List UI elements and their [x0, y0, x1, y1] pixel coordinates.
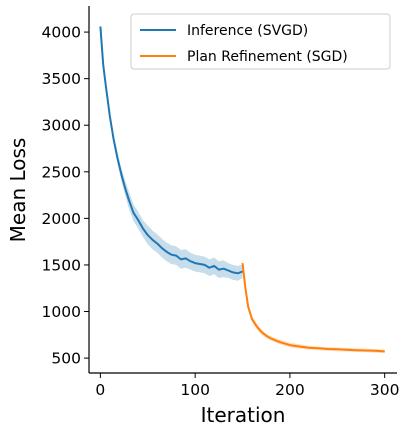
y-tick-label: 2500: [42, 163, 81, 181]
x-tick-label: 0: [95, 381, 105, 399]
series-lines: [99, 26, 385, 353]
legend-label-inference: Inference (SVGD): [187, 23, 308, 39]
y-tick-label: 4000: [42, 24, 81, 42]
x-tick-label: 100: [180, 381, 210, 399]
series-line-1: [241, 262, 385, 353]
x-tick-label: 200: [275, 381, 305, 399]
y-tick-label: 1500: [42, 256, 81, 274]
y-tick-label: 2000: [42, 210, 81, 228]
series-line-0: [99, 26, 243, 275]
legend: Inference (SVGD) Plan Refinement (SGD): [130, 13, 391, 70]
x-axis-label: Iteration: [201, 403, 286, 427]
y-tick-label: 3500: [42, 70, 81, 88]
y-tick-label: 1000: [42, 303, 81, 321]
legend-label-plan-refinement: Plan Refinement (SGD): [187, 49, 348, 65]
y-axis-label: Mean Loss: [6, 138, 30, 243]
y-tick-label: 500: [51, 350, 81, 368]
y-tick-label: 3000: [42, 117, 81, 135]
series-bands: [100, 25, 385, 354]
x-axis-ticks: 0 100 200 300: [95, 373, 399, 399]
series-band-1: [242, 259, 385, 354]
y-axis-ticks: 500 1000 1500 2000 2500 3000 3500 4000: [42, 24, 89, 368]
legend-frame: [130, 13, 391, 70]
x-tick-label: 300: [370, 381, 400, 399]
